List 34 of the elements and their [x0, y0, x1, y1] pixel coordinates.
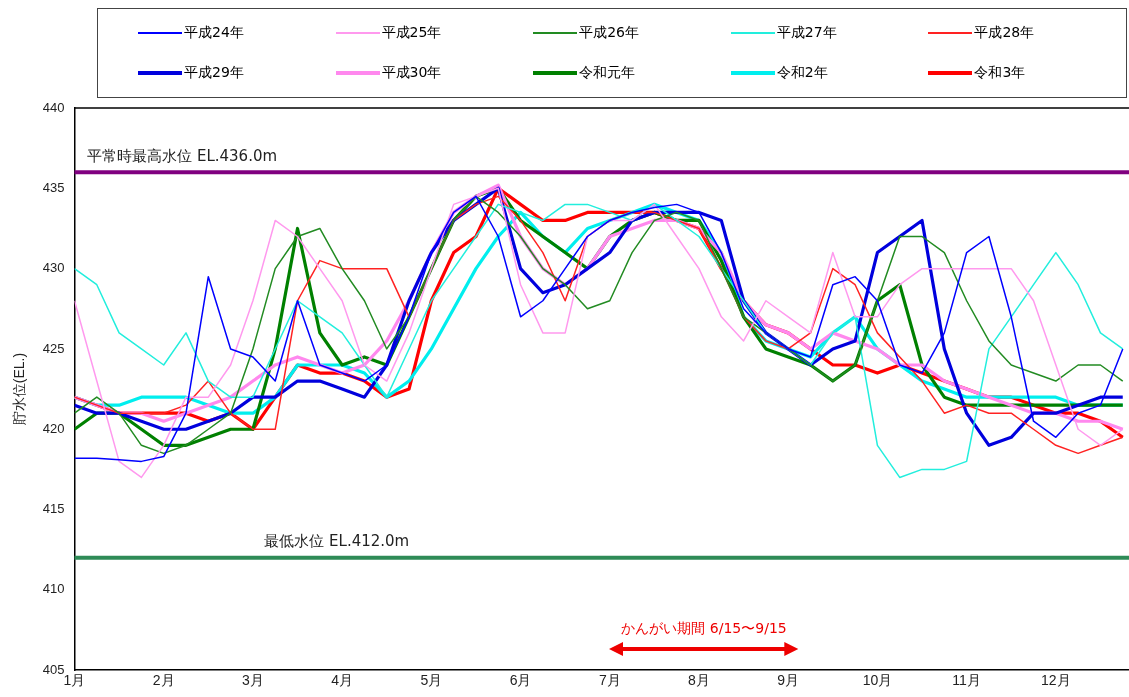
legend-label: 平成27年 — [776, 24, 837, 42]
y-tick-label: 420 — [42, 420, 65, 436]
x-tick-label: 3月 — [242, 672, 264, 689]
legend-label: 令和2年 — [776, 64, 828, 82]
y-axis-title: 貯水位(EL.) — [11, 352, 28, 426]
x-tick-label: 1月 — [63, 672, 86, 689]
y-tick-label: 440 — [42, 99, 65, 115]
legend-label: 平成30年 — [381, 64, 442, 82]
x-tick-label: 10月 — [862, 672, 893, 689]
x-tick-label: 12月 — [1041, 672, 1071, 689]
x-tick-label: 5月 — [420, 672, 443, 689]
legend-label: 平成29年 — [184, 64, 244, 82]
annotation: かんがい期間 6/15〜9/15 — [621, 619, 787, 636]
y-tick-label: 430 — [42, 260, 65, 276]
x-tick-label: 4月 — [331, 672, 354, 689]
x-tick-label: 7月 — [598, 672, 621, 689]
legend-label: 令和元年 — [579, 64, 636, 82]
x-tick-label: 11月 — [952, 672, 981, 689]
legend-label: 平成28年 — [974, 24, 1035, 42]
ref-line-label: 平常時最高水位 EL.436.0m — [87, 146, 278, 165]
x-tick-label: 9月 — [777, 672, 800, 689]
legend-label: 平成26年 — [579, 24, 640, 42]
y-tick-label: 435 — [42, 179, 65, 195]
x-tick-label: 2月 — [152, 672, 175, 689]
legend-label: 平成25年 — [381, 24, 442, 42]
y-tick-label: 410 — [42, 581, 65, 597]
y-tick-label: 425 — [42, 340, 65, 356]
legend-label: 令和3年 — [974, 64, 1026, 82]
ref-line-label: 最低水位 EL.412.0m — [264, 532, 410, 551]
x-tick-label: 6月 — [509, 672, 532, 689]
legend-label: 平成24年 — [184, 24, 244, 42]
y-tick-label: 405 — [42, 661, 65, 677]
y-tick-label: 415 — [42, 501, 65, 517]
x-tick-label: 8月 — [688, 672, 710, 689]
